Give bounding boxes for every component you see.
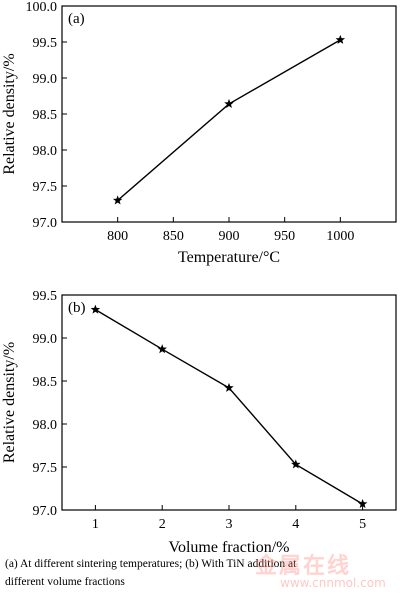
x-axis-title: Volume fraction/% — [168, 539, 289, 556]
series-line — [117, 39, 341, 201]
data-point-star — [357, 498, 368, 509]
y-tick-label: 97.5 — [33, 461, 58, 476]
y-tick-label: 98.0 — [33, 144, 58, 159]
figure-caption: (a) At different sintering temperatures;… — [5, 555, 395, 591]
data-point-star — [335, 34, 346, 44]
watermark-logo: 金属在线 — [255, 554, 352, 579]
y-tick-label: 99.5 — [33, 36, 58, 51]
y-tick-label: 97.0 — [33, 216, 58, 231]
x-tick-label: 900 — [219, 229, 240, 244]
data-point-star — [112, 195, 123, 205]
data-point-star — [224, 98, 234, 108]
x-tick-label: 4 — [292, 517, 299, 532]
series-line — [95, 309, 363, 505]
y-tick-label: 100.0 — [26, 0, 58, 15]
plot-frame — [61, 294, 397, 511]
y-tick-label: 97.5 — [33, 180, 58, 195]
caption-line-1: (a) At different sintering temperatures;… — [5, 558, 297, 570]
panel-label: (a) — [68, 11, 85, 27]
data-point-star — [90, 304, 101, 314]
y-axis-title: Relative density/% — [1, 53, 18, 174]
y-tick-label: 98.0 — [33, 418, 58, 433]
x-axis-title: Temperature/°C — [178, 249, 280, 266]
data-point-star — [291, 459, 301, 469]
chart-panel-a: 800 850 900 950 1000 97.0 97.5 98.0 98.5 99.0 99.5… — [1, 0, 397, 266]
data-point-star — [224, 382, 234, 392]
x-tick-label: 850 — [163, 229, 184, 244]
chart-panel-b: 1 2 3 4 5 97.0 97.5 98.0 98.5 99.0 99.5 Volume frac… — [1, 289, 397, 556]
y-tick-label: 98.5 — [33, 375, 58, 390]
y-tick-label: 98.5 — [33, 108, 58, 123]
x-tick-label: 1000 — [326, 229, 354, 244]
x-tick-label: 800 — [107, 229, 128, 244]
x-tick-label: 3 — [226, 517, 233, 532]
y-tick-label: 99.0 — [33, 332, 58, 347]
x-tick-label: 950 — [274, 229, 295, 244]
x-tick-label: 1 — [92, 517, 99, 532]
watermark-url: www.cnnmol.com — [280, 576, 386, 590]
y-tick-label: 97.0 — [33, 504, 58, 519]
y-axis-title: Relative density/% — [1, 342, 18, 463]
x-tick-label: 2 — [159, 517, 166, 532]
y-tick-label: 99.5 — [33, 289, 58, 304]
panel-label: (b) — [68, 300, 86, 316]
caption-line-2: different volume fractions — [5, 576, 125, 588]
x-tick-label: 5 — [359, 517, 366, 532]
plot-frame — [61, 5, 397, 223]
data-point-star — [157, 344, 167, 354]
y-tick-label: 99.0 — [33, 72, 58, 87]
